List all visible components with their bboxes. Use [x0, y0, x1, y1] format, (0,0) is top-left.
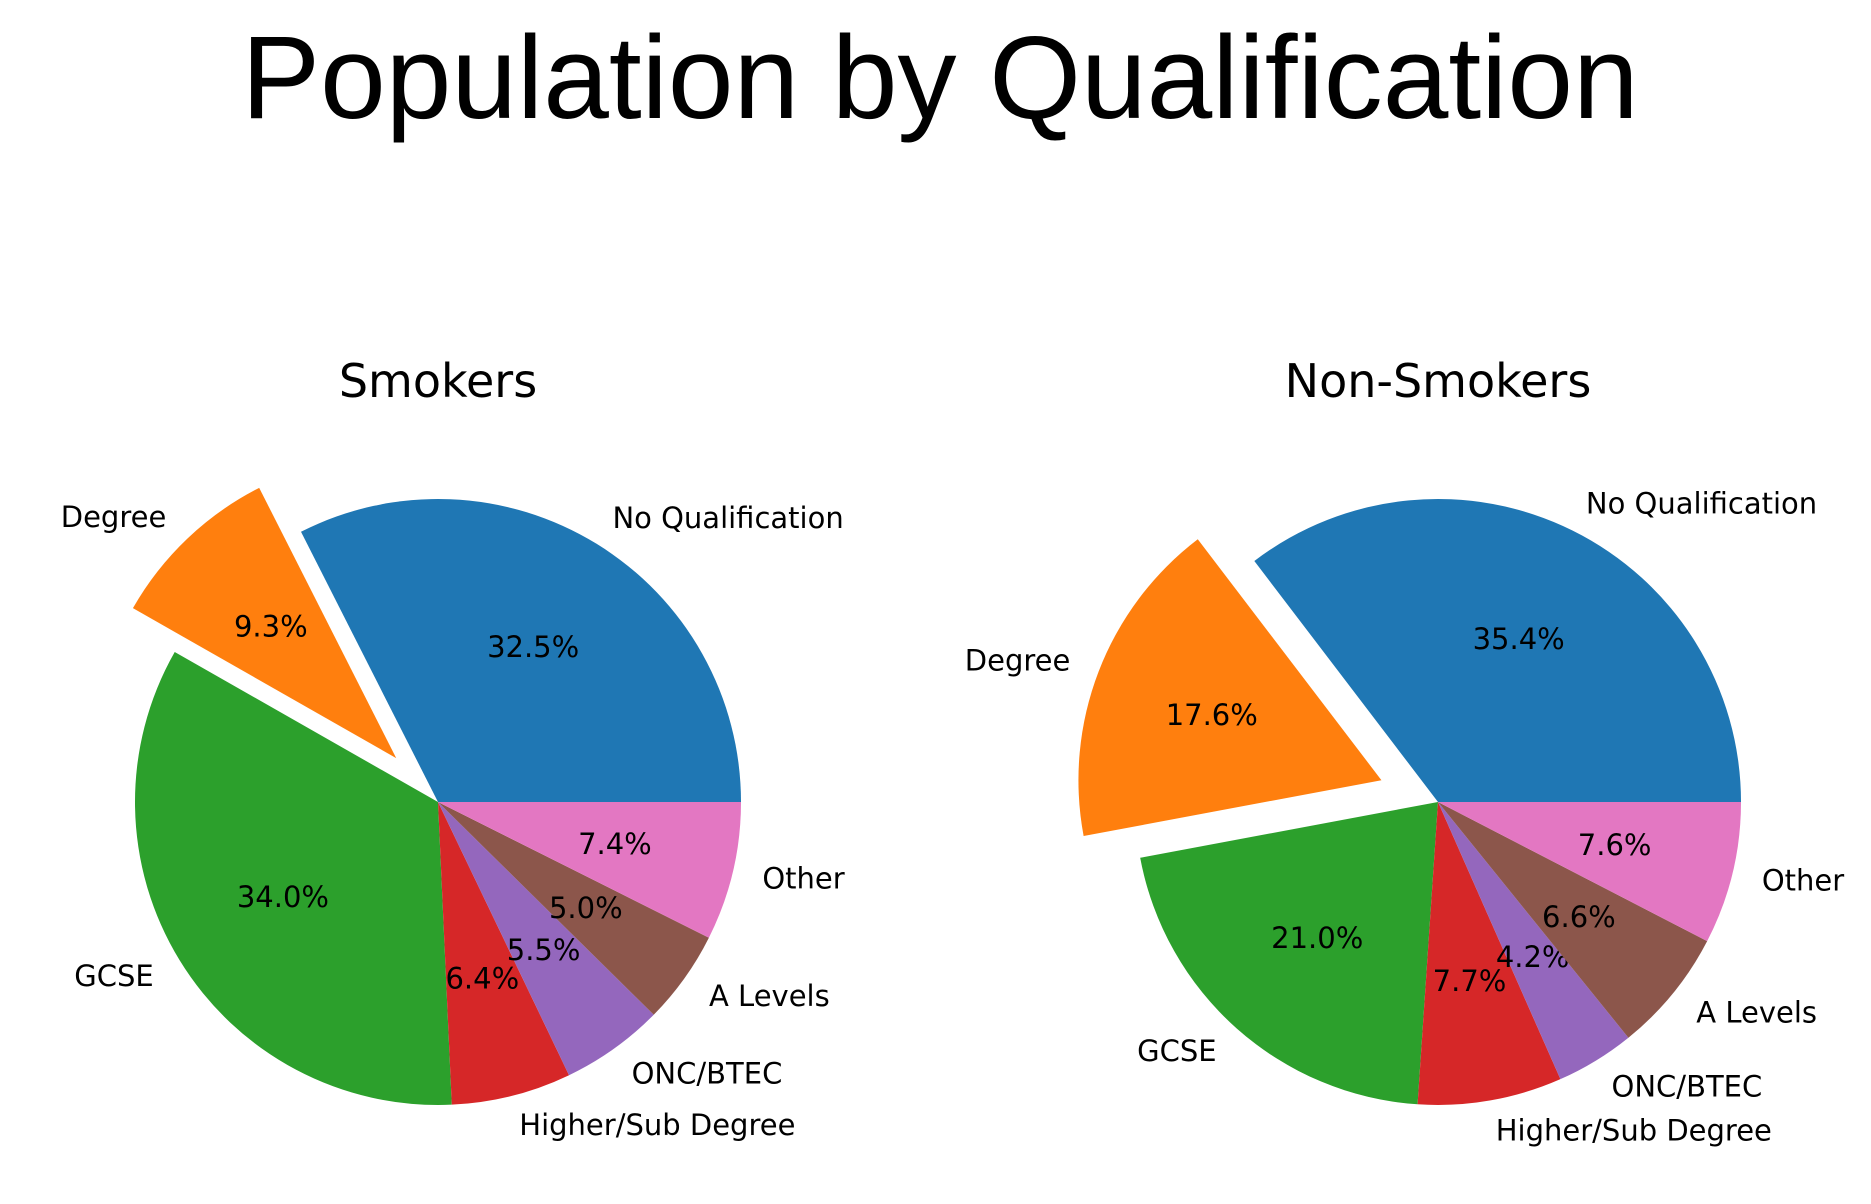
slice-label-non-smokers-other: Other: [1762, 864, 1844, 898]
pct-label-smokers-no-qualification: 32.5%: [487, 630, 579, 664]
pie-slice-non-smokers-higher-sub-degree: [1417, 802, 1561, 1105]
pie-slice-non-smokers-degree: [1078, 539, 1382, 837]
slice-label-non-smokers-gcse: GCSE: [1137, 1034, 1216, 1068]
pie-slice-non-smokers-onc-btec: [1438, 802, 1629, 1080]
pie-slice-smokers-onc-btec: [438, 802, 654, 1076]
slice-label-non-smokers-higher-sub-degree: Higher/Sub Degree: [1496, 1113, 1772, 1147]
pie-slice-smokers-higher-sub-degree: [438, 802, 570, 1105]
pie-chart-non-smokers: Non-Smokers No Qualification 35.4% Degree 1…: [965, 354, 1844, 1147]
chart-title-smokers: Smokers: [339, 354, 537, 408]
pie-slice-smokers-gcse: [135, 652, 452, 1105]
slice-label-non-smokers-degree: Degree: [965, 644, 1071, 678]
pct-label-non-smokers-no-qualification: 35.4%: [1473, 622, 1565, 656]
pct-label-smokers-higher-sub-degree: 6.4%: [445, 961, 519, 995]
slice-label-non-smokers-onc-btec: ONC/BTEC: [1612, 1070, 1763, 1104]
pct-label-smokers-other: 7.4%: [578, 827, 652, 861]
slice-label-smokers-degree: Degree: [61, 500, 167, 534]
pct-label-non-smokers-degree: 17.6%: [1166, 698, 1258, 732]
pct-label-smokers-gcse: 34.0%: [237, 880, 329, 914]
pie-slice-non-smokers-no-qualification: [1254, 499, 1741, 802]
pct-label-smokers-degree: 9.3%: [234, 609, 308, 643]
slice-label-smokers-gcse: GCSE: [74, 959, 153, 993]
pie-slice-smokers-other: [438, 802, 741, 938]
pct-label-non-smokers-a-levels: 6.6%: [1542, 900, 1616, 934]
slice-label-smokers-no-qualification: No Qualification: [612, 501, 843, 535]
slice-label-non-smokers-no-qualification: No Qualification: [1586, 486, 1817, 520]
pct-label-non-smokers-higher-sub-degree: 7.7%: [1433, 964, 1507, 998]
pie-slice-non-smokers-gcse: [1140, 802, 1438, 1105]
slice-label-non-smokers-a-levels: A Levels: [1696, 996, 1817, 1030]
pie-slice-non-smokers-other: [1438, 802, 1741, 942]
pct-label-non-smokers-gcse: 21.0%: [1271, 921, 1363, 955]
pie-slice-non-smokers-a-levels: [1438, 802, 1708, 1038]
pct-label-non-smokers-other: 7.6%: [1578, 828, 1652, 862]
pie-slice-smokers-no-qualification: [300, 499, 741, 802]
pct-label-smokers-a-levels: 5.0%: [549, 891, 623, 925]
slice-label-smokers-other: Other: [762, 862, 844, 896]
pie-chart-smokers: Smokers No Qualification 32.5% Degree 9.3% G…: [61, 354, 845, 1142]
slice-label-smokers-a-levels: A Levels: [709, 979, 830, 1013]
slice-label-smokers-higher-sub-degree: Higher/Sub Degree: [519, 1108, 795, 1142]
pie-slice-smokers-degree: [132, 487, 397, 759]
pie-slice-smokers-a-levels: [438, 802, 709, 1015]
slice-label-smokers-onc-btec: ONC/BTEC: [632, 1056, 783, 1090]
figure-title: Population by Qualification: [241, 12, 1638, 144]
chart-title-non-smokers: Non-Smokers: [1285, 354, 1592, 408]
pct-label-smokers-onc-btec: 5.5%: [507, 933, 581, 967]
